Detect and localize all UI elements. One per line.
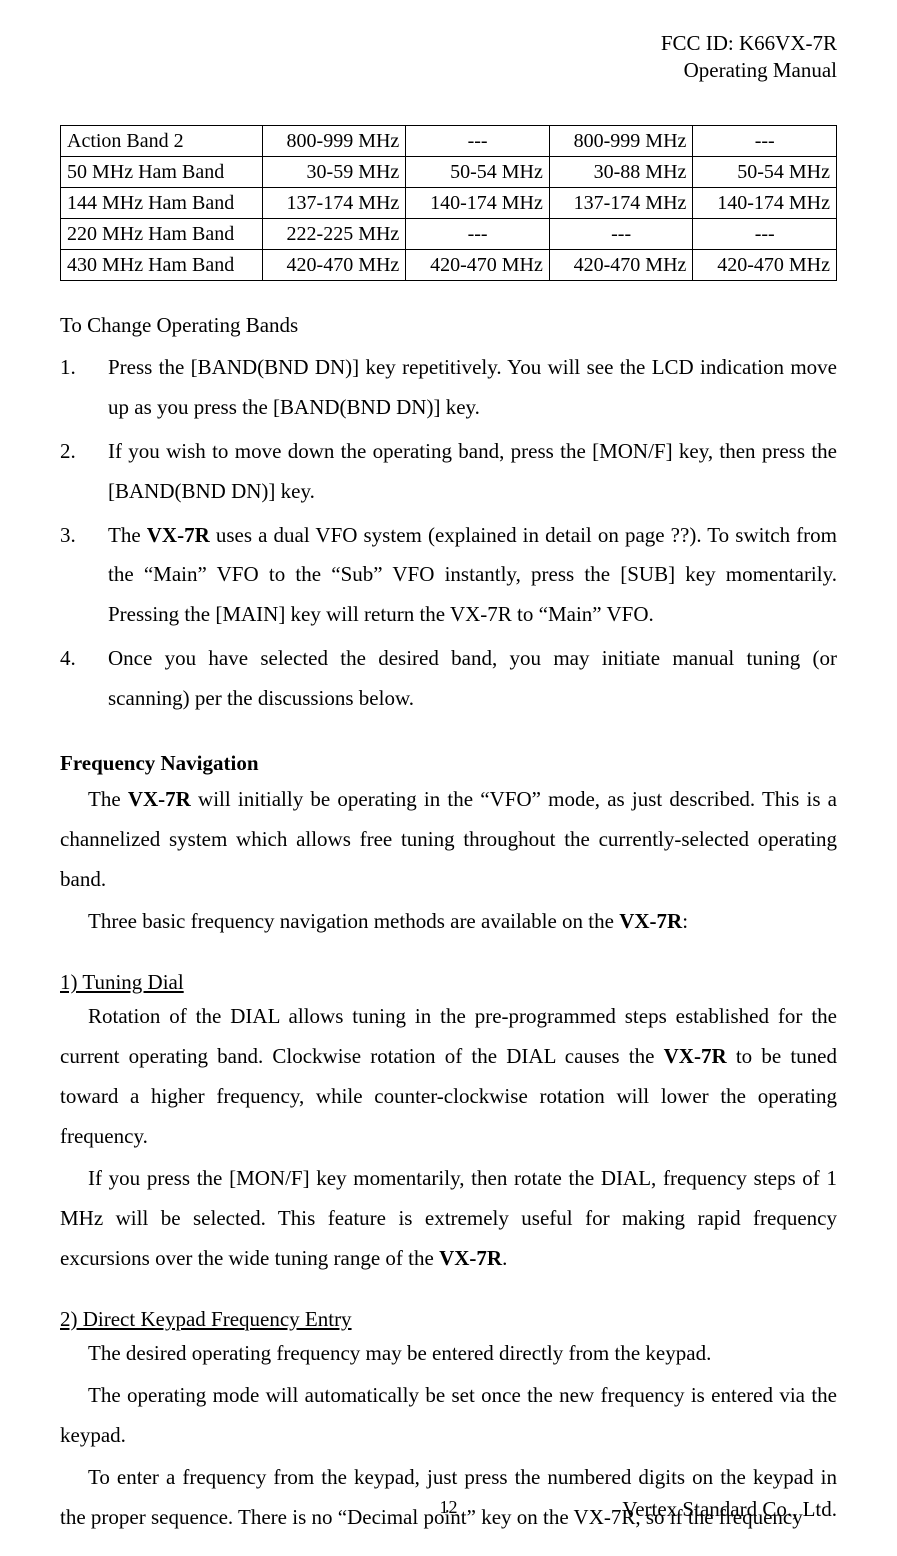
direct-entry-heading: 2) Direct Keypad Frequency Entry [60,1305,837,1334]
direct-entry-para: The operating mode will automatically be… [60,1376,837,1456]
table-row: 50 MHz Ham Band 30-59 MHz 50-54 MHz 30-8… [61,156,837,187]
list-text: The [108,523,147,547]
model-name: VX-7R [664,1044,727,1068]
band-cell: --- [406,218,550,249]
band-cell: 137-174 MHz [262,187,406,218]
band-cell: 30-59 MHz [262,156,406,187]
body-text: The [88,787,128,811]
list-item: 2.If you wish to move down the operating… [60,432,837,512]
list-item: 3.The VX-7R uses a dual VFO system (expl… [60,516,837,636]
company-name: Vertex Standard Co., Ltd. [622,1495,837,1524]
body-text: Three basic frequency navigation methods… [88,909,619,933]
model-name: VX-7R [147,523,210,547]
list-text: Press the [BAND(BND DN)] key repetitivel… [108,355,837,419]
model-name: VX-7R [128,787,191,811]
direct-entry-para: The desired operating frequency may be e… [60,1334,837,1374]
model-name: VX-7R [619,909,682,933]
tuning-dial-para: If you press the [MON/F] key momentarily… [60,1159,837,1279]
list-text: uses a dual VFO system (explained in det… [108,523,837,627]
band-cell: 800-999 MHz [549,125,693,156]
table-row: 220 MHz Ham Band 222-225 MHz --- --- --- [61,218,837,249]
table-row: Action Band 2 800-999 MHz --- 800-999 MH… [61,125,837,156]
band-cell: 140-174 MHz [406,187,550,218]
band-cell: 140-174 MHz [693,187,837,218]
body-text: . [502,1246,507,1270]
page-number: 12 [440,1495,458,1520]
band-label: 430 MHz Ham Band [61,249,263,280]
band-cell: 137-174 MHz [549,187,693,218]
band-cell: 420-470 MHz [262,249,406,280]
band-label: 144 MHz Ham Band [61,187,263,218]
freq-nav-heading: Frequency Navigation [60,749,837,778]
change-bands-list: 1.Press the [BAND(BND DN)] key repetitiv… [60,348,837,719]
band-cell: --- [693,218,837,249]
band-cell: 222-225 MHz [262,218,406,249]
band-cell: 50-54 MHz [693,156,837,187]
band-label: 220 MHz Ham Band [61,218,263,249]
band-cell: 420-470 MHz [549,249,693,280]
band-cell: --- [549,218,693,249]
list-number: 4. [60,639,108,679]
band-label: 50 MHz Ham Band [61,156,263,187]
band-cell: 420-470 MHz [693,249,837,280]
band-cell: --- [406,125,550,156]
band-cell: 50-54 MHz [406,156,550,187]
body-text: : [682,909,688,933]
table-row: 430 MHz Ham Band 420-470 MHz 420-470 MHz… [61,249,837,280]
freq-nav-para: The VX-7R will initially be operating in… [60,780,837,900]
list-number: 3. [60,516,108,556]
band-cell: 420-470 MHz [406,249,550,280]
band-cell: 800-999 MHz [262,125,406,156]
manual-title-text: Operating Manual [60,57,837,84]
page-header: FCC ID: K66VX-7R Operating Manual [60,30,837,85]
list-text: If you wish to move down the operating b… [108,439,837,503]
model-name: VX-7R [439,1246,502,1270]
band-label: Action Band 2 [61,125,263,156]
change-bands-title: To Change Operating Bands [60,311,837,340]
tuning-dial-para: Rotation of the DIAL allows tuning in th… [60,997,837,1157]
list-item: 4.Once you have selected the desired ban… [60,639,837,719]
table-row: 144 MHz Ham Band 137-174 MHz 140-174 MHz… [61,187,837,218]
list-item: 1.Press the [BAND(BND DN)] key repetitiv… [60,348,837,428]
band-cell: --- [693,125,837,156]
tuning-dial-heading: 1) Tuning Dial [60,968,837,997]
fcc-id-text: FCC ID: K66VX-7R [60,30,837,57]
list-number: 1. [60,348,108,388]
band-frequency-table: Action Band 2 800-999 MHz --- 800-999 MH… [60,125,837,281]
freq-nav-para: Three basic frequency navigation methods… [60,902,837,942]
list-text: Once you have selected the desired band,… [108,646,837,710]
list-number: 2. [60,432,108,472]
band-cell: 30-88 MHz [549,156,693,187]
page-footer: 12 Vertex Standard Co., Ltd. [60,1495,837,1524]
